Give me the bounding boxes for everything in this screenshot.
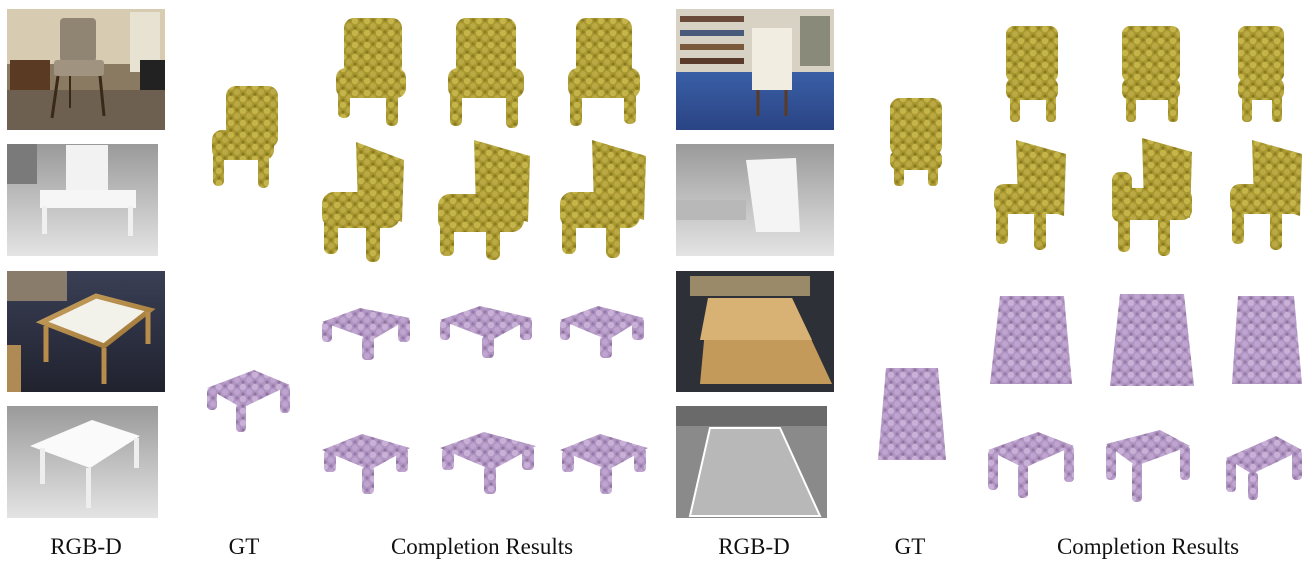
caption-rgbd-right: RGB-D (718, 534, 790, 559)
completion-table-top-view-3 (1232, 296, 1302, 384)
completion-table-top-view-1 (990, 296, 1072, 384)
caption-completion-right: Completion Results (1056, 534, 1240, 559)
depth-map-table-right (676, 406, 827, 518)
depth-map-table-left (7, 406, 158, 518)
completion-table-top-view-2 (1110, 294, 1194, 386)
rgb-photo-chair-left (7, 9, 165, 130)
gt-table-left (207, 370, 290, 432)
caption-completion-left: Completion Results (390, 534, 574, 559)
rgb-photo-table-right (676, 271, 834, 392)
depth-map-chair-left (7, 144, 158, 256)
rgb-photo-table-left (7, 271, 165, 392)
depth-map-chair-right (676, 144, 834, 256)
gt-chair-right (890, 98, 942, 186)
completion-tables-right (988, 294, 1302, 502)
completion-tables-left (322, 306, 648, 494)
gt-table-right (878, 368, 946, 460)
rgb-photo-chair-right (676, 9, 834, 130)
caption-rgbd-left: RGB-D (50, 534, 122, 559)
completion-chairs-right (994, 26, 1302, 256)
caption-gt-right: GT (894, 534, 926, 559)
caption-gt-left: GT (228, 534, 260, 559)
completion-chairs-left (322, 18, 646, 262)
gt-chair-left (212, 86, 278, 188)
